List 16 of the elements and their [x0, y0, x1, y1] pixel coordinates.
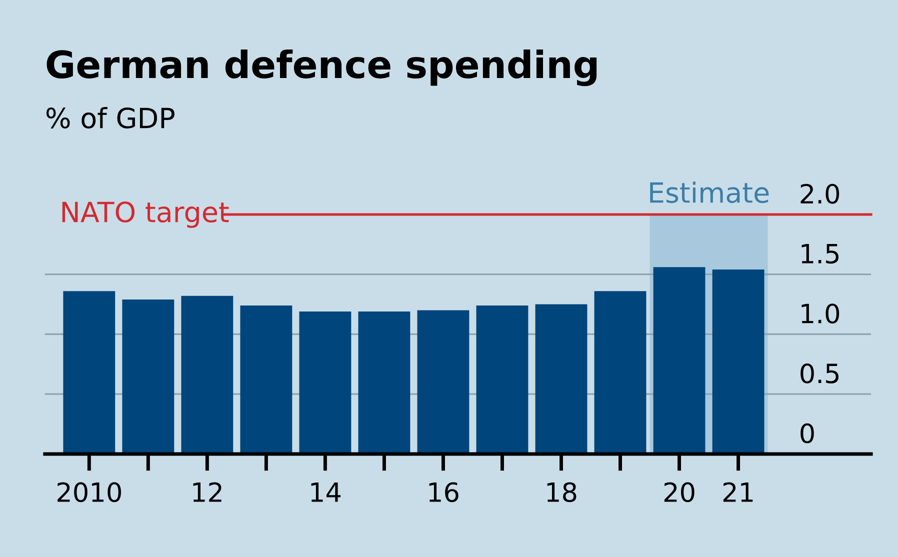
y-tick-label: 0.5	[800, 363, 838, 384]
x-tick-label: 16	[429, 482, 458, 502]
band-label: Estimate	[650, 182, 769, 204]
y-tick-label: 1.5	[802, 244, 838, 264]
y-tick-label: 0	[800, 423, 814, 444]
x-tick-label: 2010	[58, 482, 121, 502]
chart-title: German defence spending	[46, 49, 597, 86]
ref-line-label: NATO target	[62, 201, 229, 228]
x-tick-label: 21	[723, 482, 753, 502]
x-tick-label: 14	[311, 482, 341, 502]
x-tick-label: 20	[664, 482, 694, 502]
chart-subtitle: % of GDP	[46, 107, 174, 129]
x-tick-label: 18	[547, 482, 576, 502]
x-tick-label: 12	[193, 482, 222, 502]
y-tick-label: 1.0	[802, 304, 840, 324]
y-tick-label: 2.0	[800, 184, 840, 204]
